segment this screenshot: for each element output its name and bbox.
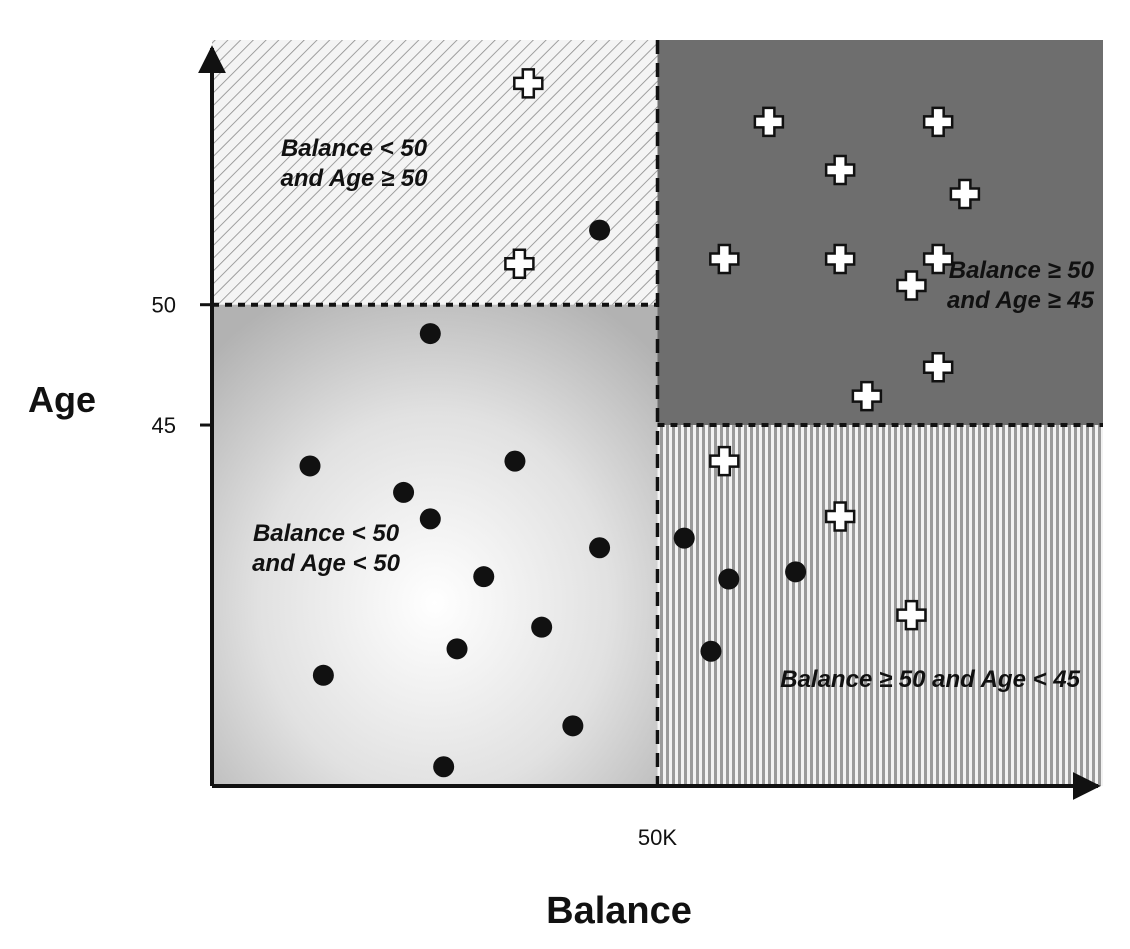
dot-marker [589, 219, 611, 241]
dot-marker [718, 568, 740, 590]
dot-marker [446, 638, 468, 660]
region-label-line: Balance < 50 [281, 135, 428, 162]
plus-marker [896, 599, 927, 631]
plus-marker [709, 243, 740, 275]
region-label-3: Balance < 50 and Age < 50 [252, 520, 400, 577]
dot-marker [504, 450, 526, 472]
edge-mark: ‹ [0, 185, 2, 211]
dot-marker [589, 537, 611, 559]
region-label-line: Balance ≥ 50 and Age < 45 [780, 666, 1080, 693]
region-label-4: Balance ≥ 50 and Age < 45 [780, 666, 1080, 693]
plus-marker [504, 248, 535, 280]
region-1 [212, 40, 658, 305]
dot-marker [673, 527, 695, 549]
tick-labels: 50 45 50K [152, 293, 678, 850]
dot-marker [433, 756, 455, 778]
plus-marker [922, 106, 954, 138]
region-label-2: Balance ≥ 50 and Age ≥ 45 [947, 257, 1095, 314]
plus-marker [922, 352, 954, 383]
decision-boundaries [212, 40, 1103, 786]
plus-marker [709, 445, 740, 477]
plus-marker [824, 501, 856, 532]
plus-marker [949, 178, 981, 210]
dot-marker [531, 616, 553, 638]
y-tick-label-45: 45 [152, 413, 176, 438]
region-label-line: and Age ≥ 45 [947, 287, 1095, 314]
edge-mark: ‹ [0, 250, 2, 276]
region-labels: Balance < 50 and Age ≥ 50 Balance ≥ 50 and … [252, 135, 1095, 693]
plus-marker [896, 270, 927, 301]
plus-marker [851, 380, 883, 412]
regions-layer [212, 40, 1103, 786]
dot-marker [419, 508, 441, 530]
data-points [299, 68, 981, 778]
region-label-line: Balance < 50 [253, 520, 400, 547]
plus-marker [753, 106, 785, 138]
dot-marker [700, 640, 722, 662]
dot-marker [785, 561, 807, 583]
plus-marker [824, 154, 856, 186]
y-tick-label-50: 50 [152, 293, 176, 318]
region-label-line: Balance ≥ 50 [949, 257, 1095, 284]
axes [198, 45, 1101, 800]
region-2 [657, 40, 1103, 426]
dot-marker [419, 323, 441, 345]
x-tick-label-50: 50K [638, 825, 677, 850]
dot-marker [393, 481, 415, 503]
edge-mark: ‹ [0, 218, 2, 244]
edge-mark: ‹ [0, 150, 2, 176]
region-label-1: Balance < 50 and Age ≥ 50 [281, 135, 429, 192]
region-3 [212, 304, 658, 786]
plus-marker [922, 243, 954, 275]
plus-marker [513, 68, 544, 99]
region-label-line: and Age < 50 [252, 550, 400, 577]
dot-marker [299, 455, 321, 477]
dot-marker [312, 664, 334, 686]
y-axis-title: Age [28, 379, 96, 420]
dot-marker [562, 715, 584, 737]
dot-marker [473, 566, 495, 588]
region-4 [657, 425, 1103, 786]
plus-marker [824, 243, 856, 275]
region-label-line: and Age ≥ 50 [281, 165, 429, 192]
x-axis-title: Balance [546, 890, 692, 932]
